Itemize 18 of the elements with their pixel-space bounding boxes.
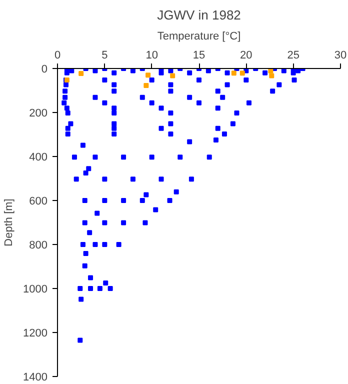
y-tick-label: 400 xyxy=(29,152,48,164)
x-tick-label: 15 xyxy=(192,50,206,62)
x-tick-label: 25 xyxy=(287,50,300,62)
y-tick-label: 0 xyxy=(41,64,48,76)
x-tick-label: 5 xyxy=(102,50,108,62)
x-tick-label: 0 xyxy=(54,50,61,62)
x-axis-title: Temperature [°C] xyxy=(157,30,241,42)
x-tick-label: 20 xyxy=(240,50,252,62)
x-tick-label: 10 xyxy=(146,50,158,62)
y-tick-label: 1000 xyxy=(23,284,48,296)
x-tick-label: 30 xyxy=(334,50,347,62)
y-tick-label: 200 xyxy=(29,108,48,120)
y-axis-title: Depth [m] xyxy=(3,198,16,246)
y-tick-label: 600 xyxy=(29,196,48,208)
chart-title: JGWV in 1982 xyxy=(157,8,241,22)
y-tick-label: 1200 xyxy=(23,328,48,340)
y-tick-label: 800 xyxy=(29,240,48,252)
y-tick-label: 1400 xyxy=(23,372,48,384)
